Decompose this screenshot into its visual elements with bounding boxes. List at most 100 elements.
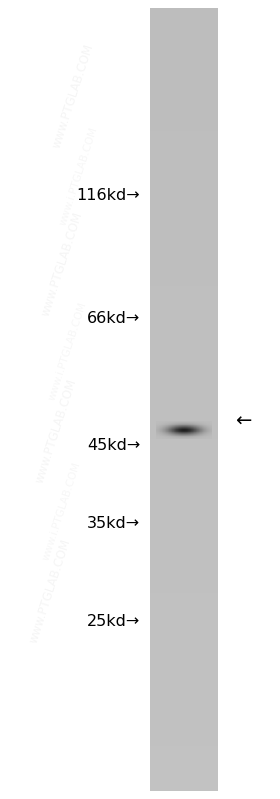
Bar [150, 618, 218, 621]
Bar [150, 16, 218, 18]
Bar [150, 174, 218, 177]
Bar [150, 413, 218, 415]
Bar [150, 165, 218, 166]
Bar [150, 668, 218, 670]
Bar [150, 638, 218, 640]
Bar [150, 147, 218, 149]
Bar [150, 462, 218, 464]
Bar [150, 155, 218, 157]
Bar [150, 200, 218, 202]
Bar [150, 621, 218, 622]
Bar [150, 472, 218, 474]
Bar [150, 456, 218, 458]
Bar [150, 444, 218, 447]
Bar [150, 607, 218, 609]
Bar [150, 540, 218, 543]
Bar [150, 166, 218, 169]
Bar [150, 452, 218, 455]
Bar [150, 482, 218, 483]
Bar [150, 216, 218, 217]
Bar [150, 779, 218, 781]
Bar [150, 235, 218, 237]
Bar [150, 127, 218, 129]
Bar [150, 551, 218, 552]
Bar [150, 443, 218, 444]
Bar [150, 88, 218, 90]
Bar [150, 124, 218, 125]
Bar [150, 417, 218, 419]
Bar [150, 81, 218, 82]
Bar [150, 513, 218, 515]
Bar [150, 382, 218, 384]
Text: www.PTGLAB.COM: www.PTGLAB.COM [27, 538, 73, 645]
Bar [150, 392, 218, 394]
Bar [150, 169, 218, 170]
Bar [150, 478, 218, 479]
Text: www.i.PTGLAB.COM: www.i.PTGLAB.COM [41, 461, 82, 562]
Bar [150, 658, 218, 660]
Bar [150, 693, 218, 695]
Bar [150, 145, 218, 147]
Bar [150, 578, 218, 579]
Bar [150, 656, 218, 658]
Bar [150, 674, 218, 675]
Text: 25kd→: 25kd→ [87, 614, 140, 629]
Bar [150, 722, 218, 725]
Bar [150, 398, 218, 400]
Bar [150, 90, 218, 92]
Bar [150, 143, 218, 145]
Bar [150, 686, 218, 687]
Text: www.PTGLAB.COM: www.PTGLAB.COM [39, 210, 85, 317]
Bar [150, 300, 218, 301]
Bar [150, 666, 218, 668]
Bar [150, 615, 218, 617]
Text: www.PTGLAB.COM: www.PTGLAB.COM [33, 378, 79, 485]
Bar [150, 325, 218, 327]
Bar [150, 732, 218, 734]
Bar [150, 266, 218, 268]
Bar [150, 18, 218, 20]
Bar [150, 320, 218, 321]
Bar [150, 622, 218, 625]
Bar [150, 86, 218, 88]
Bar [150, 286, 218, 288]
Bar [150, 30, 218, 31]
Bar [150, 92, 218, 94]
Bar [150, 552, 218, 555]
Bar [150, 321, 218, 323]
Bar [150, 360, 218, 362]
Bar [150, 427, 218, 429]
Bar [150, 343, 218, 344]
Bar [150, 370, 218, 372]
Bar [150, 750, 218, 752]
Bar [150, 523, 218, 525]
Bar [150, 149, 218, 151]
Bar [150, 556, 218, 558]
Bar [150, 272, 218, 274]
Bar [150, 718, 218, 721]
Bar [150, 14, 218, 16]
Bar [150, 772, 218, 773]
Bar [150, 362, 218, 364]
Bar [150, 388, 218, 390]
Bar [150, 495, 218, 497]
Bar [150, 729, 218, 730]
Bar [150, 636, 218, 638]
Bar [150, 499, 218, 501]
Bar [150, 323, 218, 325]
Bar [150, 304, 218, 305]
Bar [150, 400, 218, 401]
Bar [150, 650, 218, 652]
Bar [150, 270, 218, 272]
Bar [150, 687, 218, 690]
Bar [150, 707, 218, 709]
Bar [150, 35, 218, 38]
Bar [150, 725, 218, 726]
Bar [150, 535, 218, 537]
Bar [150, 209, 218, 212]
Text: www.i.PTGLAB.COM: www.i.PTGLAB.COM [46, 301, 88, 402]
Bar [150, 125, 218, 127]
Bar [150, 386, 218, 388]
Bar [150, 748, 218, 750]
Bar [150, 679, 218, 682]
